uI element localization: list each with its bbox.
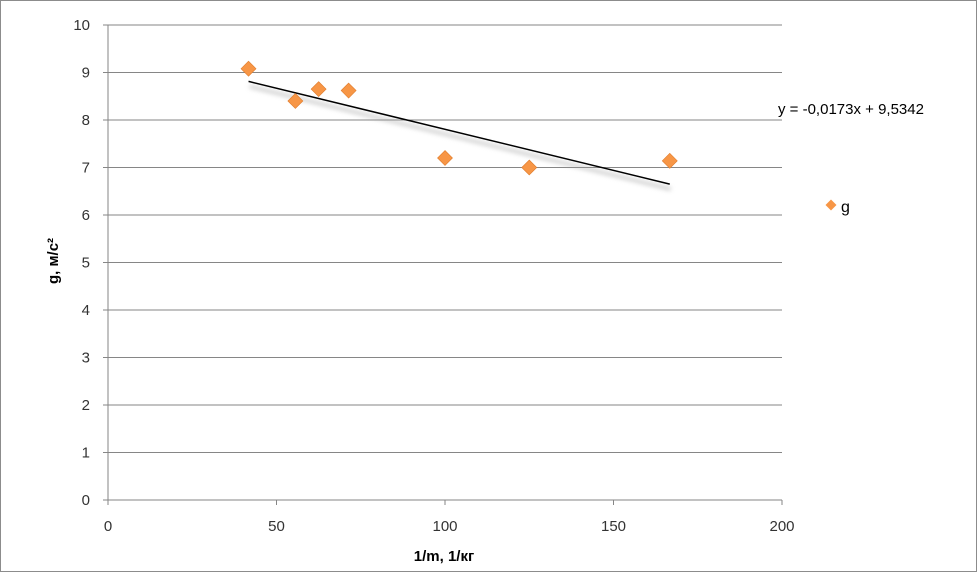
legend-label-g: g (841, 199, 850, 216)
tick-label-y-6: 6 (82, 207, 90, 224)
trendline (248, 80, 672, 191)
data-point-0 (240, 60, 257, 77)
tick-label-y-0: 0 (82, 492, 90, 509)
tick-label-x-0: 0 (104, 518, 112, 535)
trendline-line (248, 80, 670, 185)
data-point-3 (340, 82, 357, 99)
tick-label-x-100: 100 (432, 518, 457, 535)
data-points (240, 60, 678, 176)
tick-label-y-9: 9 (82, 65, 90, 82)
tick-label-x-200: 200 (769, 518, 794, 535)
legend-marker-g (825, 199, 837, 211)
legend: g (825, 199, 850, 216)
trendline-shadow (249, 84, 672, 191)
tick-label-y-2: 2 (82, 397, 90, 414)
data-point-6 (661, 152, 678, 169)
x-axis-title: 1/m, 1/кг (414, 548, 474, 565)
data-point-4 (437, 150, 453, 166)
tick-label-y-3: 3 (82, 350, 90, 367)
tick-label-y-8: 8 (82, 112, 90, 129)
data-point-1 (287, 93, 304, 109)
tick-label-y-7: 7 (82, 160, 90, 177)
trendline-equation: y = -0,0173x + 9,5342 (778, 101, 924, 118)
gridlines (108, 24, 782, 453)
tick-label-y-4: 4 (82, 302, 90, 319)
data-point-5 (521, 159, 538, 176)
tick-label-x-50: 50 (268, 518, 285, 535)
y-axis-title: g, м/с² (45, 238, 62, 284)
data-point-2 (310, 81, 327, 98)
tick-label-x-150: 150 (601, 518, 626, 535)
tick-label-y-10: 10 (73, 17, 90, 34)
tick-label-y-5: 5 (82, 255, 90, 272)
tick-label-y-1: 1 (82, 445, 90, 462)
